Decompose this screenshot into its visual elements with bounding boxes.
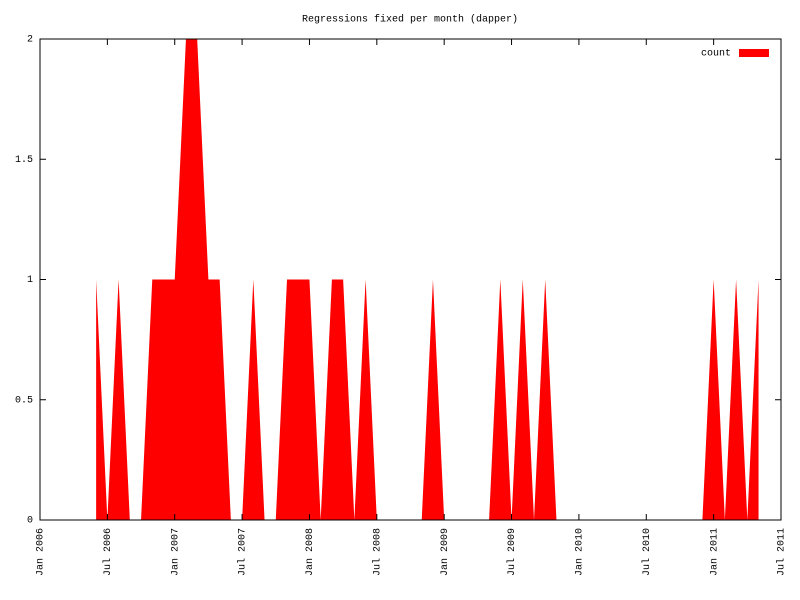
x-tick-label: Jan 2009 [440,528,451,576]
y-tick-label: 0.5 [15,395,33,406]
x-tick-label: Jan 2010 [575,528,586,576]
x-tick-label: Jul 2006 [102,528,114,576]
x-tick-label: Jul 2008 [371,528,383,576]
x-tick-label: Jul 2007 [237,528,249,576]
x-tick-label: Jul 2009 [506,528,518,576]
legend-label: count [701,49,731,60]
y-tick-label: 1 [27,275,33,286]
chart-title: Regressions fixed per month (dapper) [302,14,518,26]
y-tick-label: 1.5 [15,155,33,166]
x-tick-label: Jan 2008 [305,528,316,576]
y-tick-label: 2 [27,35,33,46]
x-tick-label: Jan 2007 [170,528,181,576]
x-tick-label: Jul 2011 [776,528,788,576]
x-tick-label: Jan 2006 [36,528,47,576]
x-tick-label: Jan 2011 [709,528,720,576]
y-tick-label: 0 [27,516,33,527]
x-tick-label: Jul 2010 [641,528,653,576]
area [96,39,759,520]
legend-swatch [739,49,769,57]
